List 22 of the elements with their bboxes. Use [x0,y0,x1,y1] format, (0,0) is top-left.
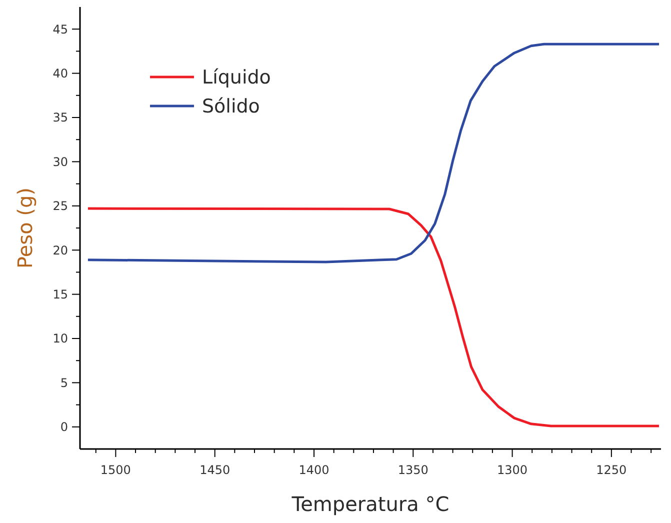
y-tick-label: 25 [52,199,68,214]
y-tick-label: 20 [52,243,68,258]
y-tick-label: 35 [52,110,68,125]
line-series [86,207,660,428]
x-axis-title: Temperatura °C [290,492,450,516]
x-tick-label: 1500 [100,463,131,477]
y-axis-title: Peso (g) [13,188,37,268]
y-tick-label: 0 [60,420,68,434]
x-tick-label: 1400 [298,463,330,477]
line-series [86,42,660,264]
x-tick-label: 1300 [497,463,528,477]
legend-label: Sólido [202,96,260,118]
x-tick-label: 1450 [200,463,230,477]
y-tick-label: 5 [60,376,68,390]
y-tick-label: 10 [52,332,68,346]
legend-label: Líquido [202,66,271,89]
y-tick-label: 15 [52,288,68,302]
y-tick-label: 45 [52,22,68,36]
y-tick-label: 30 [52,154,68,169]
y-tick-label: 40 [52,66,68,80]
x-tick-label: 1350 [398,463,428,477]
x-tick-label: 1250 [596,463,627,477]
